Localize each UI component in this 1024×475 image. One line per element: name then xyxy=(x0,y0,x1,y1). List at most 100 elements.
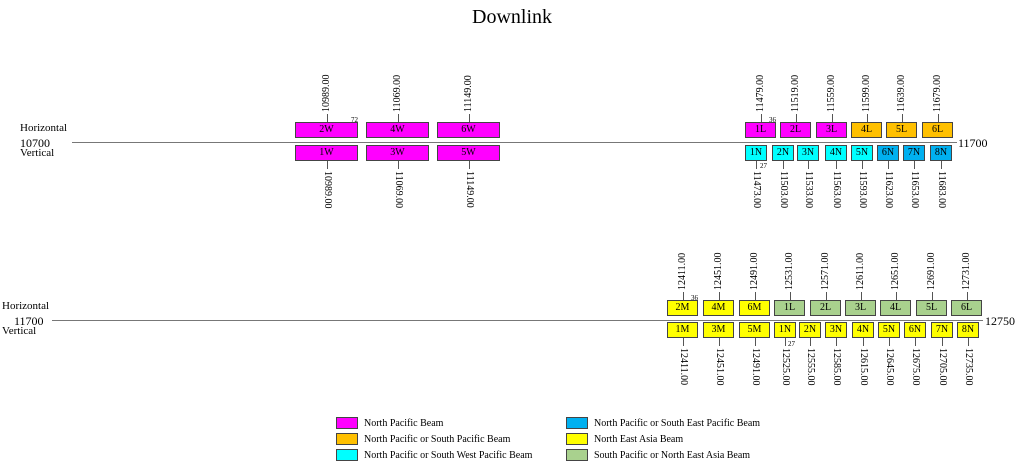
band2-h-channel-2l: 2L xyxy=(810,300,841,316)
band1-h-channel-2w: 2W xyxy=(295,122,358,138)
band2-h-freq-6l: 12731.00 xyxy=(961,252,972,291)
legend-item: North Pacific or South West Pacific Beam xyxy=(336,449,532,461)
band2-v-tick xyxy=(785,338,786,346)
band2-v-tick xyxy=(810,338,811,346)
band2-h-tick xyxy=(967,292,968,300)
band2-h-tick xyxy=(932,292,933,300)
band1-h-channel-5l: 5L xyxy=(886,122,917,138)
band2-v-freq-7n: 12705.00 xyxy=(937,348,948,386)
band1-v-channel-1n: 1N xyxy=(745,145,767,161)
band2-h-tick xyxy=(683,292,684,300)
band1-h-freq-2l: 11519.00 xyxy=(790,74,801,112)
band1-h-channel-4l: 4L xyxy=(851,122,882,138)
band1-v-tick xyxy=(469,161,470,169)
legend-swatch xyxy=(336,417,358,429)
band1-v-channel-4n: 4N xyxy=(825,145,847,161)
band1-v-channel-2n: 2N xyxy=(772,145,794,161)
band2-v-freq-3m: 12451.00 xyxy=(714,348,725,386)
legend-item: North Pacific or South Pacific Beam xyxy=(336,433,510,445)
band2-v-freq-5m: 12491.00 xyxy=(750,348,761,386)
legend-item: North Pacific Beam xyxy=(336,417,443,429)
band2-h-channel-6l: 6L xyxy=(951,300,982,316)
band1-v-channel-1w: 1W xyxy=(295,145,358,161)
band1-v-tick xyxy=(808,161,809,169)
band1-h-freq-3l: 11559.00 xyxy=(826,74,837,112)
band2-h-tick xyxy=(896,292,897,300)
legend-item: North East Asia Beam xyxy=(566,433,683,445)
band1-h-tick xyxy=(796,114,797,122)
band1-end-label: 11700 xyxy=(958,136,988,150)
band1-h-tick xyxy=(761,114,762,122)
band1-v-tick xyxy=(783,161,784,169)
band1-v-tick xyxy=(914,161,915,169)
band1-v-freq-7n: 11653.00 xyxy=(909,171,920,209)
band2-v-freq-4n: 12615.00 xyxy=(858,348,869,386)
legend-swatch xyxy=(336,433,358,445)
band1-h-freq-1l: 11479.00 xyxy=(755,74,766,112)
legend-swatch xyxy=(566,417,588,429)
band1-v-channel-3n: 3N xyxy=(797,145,819,161)
band1-h-spacing-note: 72 xyxy=(351,116,358,124)
band2-h-freq-4m: 12451.00 xyxy=(713,252,724,291)
band1-v-channel-3w: 3W xyxy=(366,145,429,161)
band2-v-channel-1m: 1M xyxy=(667,322,698,338)
band2-h-channel-3l: 3L xyxy=(845,300,876,316)
band1-v-tick xyxy=(941,161,942,169)
band1-v-channel-8n: 8N xyxy=(930,145,952,161)
band1-h-channel-1l: 1L xyxy=(745,122,776,138)
legend-label: North Pacific or South Pacific Beam xyxy=(364,433,511,445)
legend-swatch xyxy=(566,433,588,445)
band2-vertical-label: Vertical xyxy=(2,325,37,337)
legend-label: North Pacific Beam xyxy=(364,417,444,429)
band2-v-tick xyxy=(889,338,890,346)
band2-h-channel-6m: 6M xyxy=(739,300,770,316)
band2-h-tick xyxy=(861,292,862,300)
band1-horizontal-label: Horizontal xyxy=(20,122,68,134)
band2-v-channel-1n: 1N xyxy=(774,322,796,338)
band2-v-spacing-note: 27 xyxy=(788,340,795,348)
band2-v-tick xyxy=(863,338,864,346)
band2-h-channel-5l: 5L xyxy=(916,300,947,316)
band2-h-freq-2l: 12571.00 xyxy=(820,252,831,291)
band1-start-label: 10700 xyxy=(20,136,50,150)
band2-h-tick xyxy=(755,292,756,300)
band1-h-channel-3l: 3L xyxy=(816,122,847,138)
band1-vertical-label: Vertical xyxy=(20,147,55,159)
band1-v-freq-6n: 11623.00 xyxy=(883,171,894,209)
band1-v-freq-4n: 11563.00 xyxy=(831,171,842,209)
band1-v-tick xyxy=(327,161,328,169)
band1-v-freq-5w: 11149.00 xyxy=(464,171,475,208)
band1-h-channel-6l: 6L xyxy=(922,122,953,138)
diagram-title: Downlink xyxy=(472,6,552,28)
band2-horizontal-label: Horizontal xyxy=(2,300,50,312)
band2-v-tick xyxy=(915,338,916,346)
band2-start-label: 11700 xyxy=(14,314,44,328)
band1-h-tick xyxy=(398,114,399,122)
band1-h-freq-5l: 11639.00 xyxy=(896,74,907,112)
band1-v-freq-2n: 11503.00 xyxy=(778,171,789,209)
band2-end-label: 12750 xyxy=(985,314,1015,328)
band1-v-freq-5n: 11593.00 xyxy=(857,171,868,209)
legend-item: South Pacific or North East Asia Beam xyxy=(566,449,750,461)
band1-h-tick xyxy=(867,114,868,122)
band2-v-freq-6n: 12675.00 xyxy=(910,348,921,386)
legend-label: North Pacific or South East Pacific Beam xyxy=(594,417,761,429)
band2-v-channel-4n: 4N xyxy=(852,322,874,338)
band2-h-freq-1l: 12531.00 xyxy=(784,252,795,291)
band1-h-freq-2w: 10989.00 xyxy=(321,74,332,113)
band2-v-channel-7n: 7N xyxy=(931,322,953,338)
band1-v-tick xyxy=(888,161,889,169)
band2-v-channel-8n: 8N xyxy=(957,322,979,338)
legend-item: North Pacific or South East Pacific Beam xyxy=(566,417,760,429)
band1-h-tick xyxy=(938,114,939,122)
band2-v-tick xyxy=(942,338,943,346)
band2-v-tick xyxy=(755,338,756,346)
band1-h-channel-6w: 6W xyxy=(437,122,500,138)
band2-h-spacing-note: 36 xyxy=(691,294,698,302)
band2-h-freq-2m: 12411.00 xyxy=(677,252,688,290)
band1-v-freq-8n: 11683.00 xyxy=(936,171,947,209)
band1-h-spacing-note: 36 xyxy=(769,116,776,124)
band1-v-tick xyxy=(836,161,837,169)
band2-v-channel-3m: 3M xyxy=(703,322,734,338)
